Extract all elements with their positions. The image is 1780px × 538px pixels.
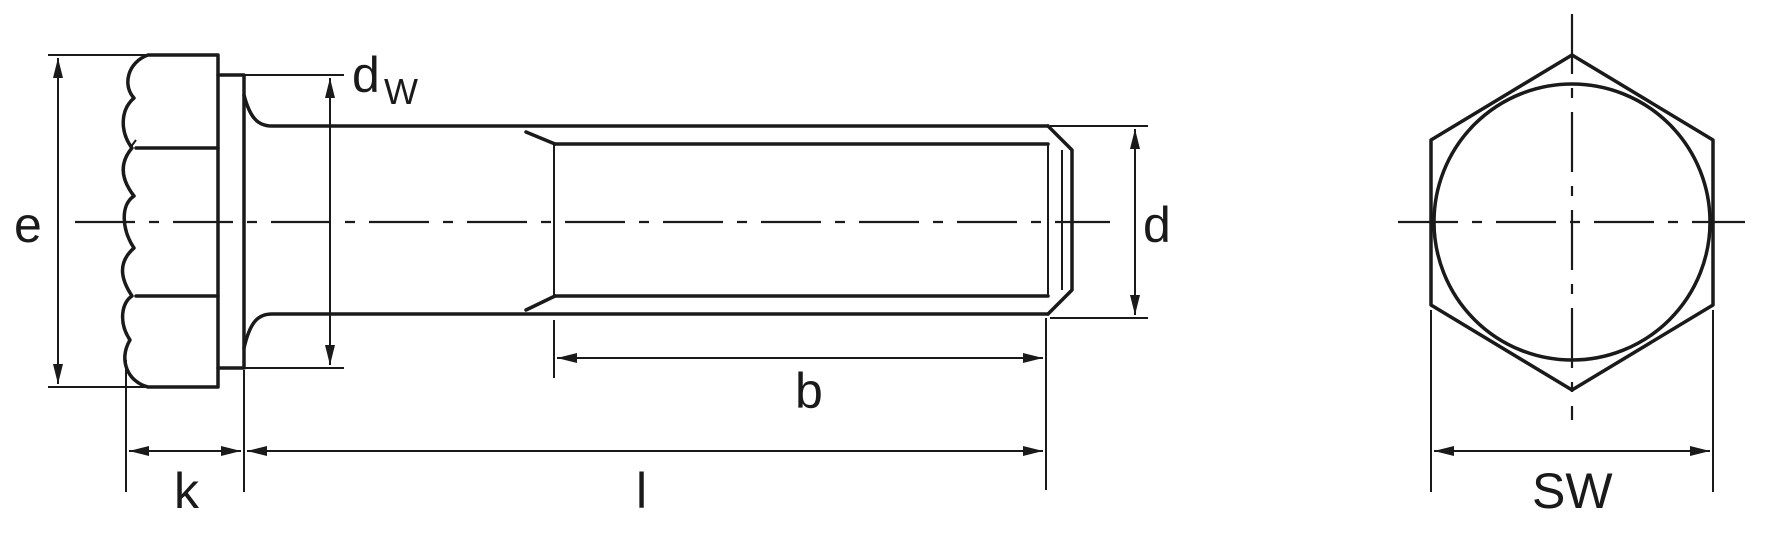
label-e: e [14,197,42,253]
dim-b: b [553,318,1047,490]
label-d: d [1143,197,1171,253]
label-dw-sub: W [384,71,418,112]
dim-l: l [247,446,1043,519]
dim-d: d [1050,125,1171,319]
end-view: SW [1398,14,1745,519]
dim-e: e [14,54,148,388]
label-b: b [795,363,823,419]
label-k: k [174,463,200,519]
bolt-shank [242,93,1074,350]
dim-dw: d W [244,47,418,369]
washer-face [216,73,246,370]
dim-k: k [125,360,245,519]
side-view: e d W d b k [14,47,1171,519]
bolt-head [120,53,220,389]
label-l: l [636,463,647,519]
label-dw: d [352,47,380,103]
label-sw: SW [1532,463,1613,519]
dim-sw: SW [1430,310,1714,519]
